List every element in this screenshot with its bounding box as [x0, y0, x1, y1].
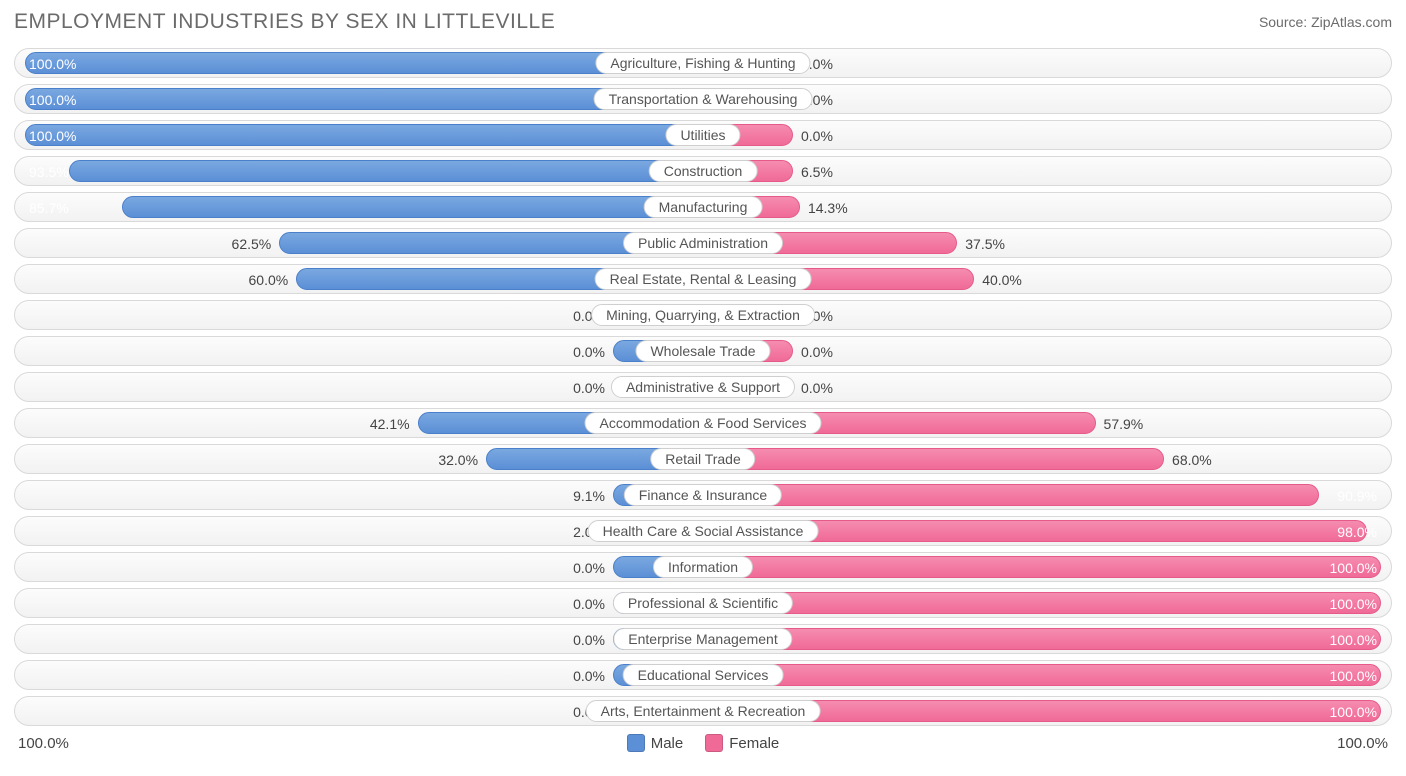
chart-row: 0.0% 100.0% Information	[14, 552, 1392, 582]
category-label: Educational Services	[623, 664, 784, 686]
female-value: 0.0%	[801, 121, 833, 151]
male-value: 85.7%	[29, 193, 69, 223]
axis-left-label: 100.0%	[18, 735, 69, 752]
female-bar	[703, 628, 1381, 650]
chart-row: 60.0% 40.0% Real Estate, Rental & Leasing	[14, 264, 1392, 294]
female-swatch-icon	[705, 734, 723, 752]
male-value: 9.1%	[573, 481, 605, 511]
category-label: Accommodation & Food Services	[585, 412, 822, 434]
chart-row: 0.0%0.0%Mining, Quarrying, & Extraction	[14, 300, 1392, 330]
female-value: 14.3%	[808, 193, 848, 223]
female-bar	[703, 448, 1164, 470]
male-value: 42.1%	[370, 409, 410, 439]
legend: Male Female	[627, 734, 780, 752]
chart-row: 100.0%0.0%Transportation & Warehousing	[14, 84, 1392, 114]
male-value: 32.0%	[438, 445, 478, 475]
female-bar	[703, 592, 1381, 614]
category-label: Agriculture, Fishing & Hunting	[595, 52, 810, 74]
female-value: 68.0%	[1172, 445, 1212, 475]
category-label: Manufacturing	[644, 196, 763, 218]
category-label: Professional & Scientific	[613, 592, 793, 614]
category-label: Real Estate, Rental & Leasing	[595, 268, 812, 290]
chart-source: Source: ZipAtlas.com	[1259, 10, 1392, 30]
chart-row: 42.1% 57.9% Accommodation & Food Services	[14, 408, 1392, 438]
male-value: 0.0%	[573, 625, 605, 655]
legend-male-label: Male	[651, 735, 684, 752]
female-value: 0.0%	[801, 337, 833, 367]
male-bar	[122, 196, 703, 218]
male-value: 0.0%	[573, 337, 605, 367]
chart-footer: 100.0% Male Female 100.0%	[14, 732, 1392, 752]
chart-row: 0.0% 100.0% Enterprise Management	[14, 624, 1392, 654]
chart-rows: 100.0%0.0%Agriculture, Fishing & Hunting…	[14, 48, 1392, 726]
male-value: 62.5%	[232, 229, 272, 259]
male-bar	[69, 160, 703, 182]
female-value: 90.9%	[1337, 481, 1377, 511]
category-label: Arts, Entertainment & Recreation	[586, 700, 821, 722]
category-label: Public Administration	[623, 232, 783, 254]
chart-row: 85.7% 14.3% Manufacturing	[14, 192, 1392, 222]
female-value: 57.9%	[1104, 409, 1144, 439]
chart-row: 100.0% 0.0% Utilities	[14, 120, 1392, 150]
male-value: 0.0%	[573, 589, 605, 619]
chart-row: 9.1% 90.9% Finance & Insurance	[14, 480, 1392, 510]
male-value: 0.0%	[573, 373, 605, 403]
category-label: Retail Trade	[650, 448, 755, 470]
female-value: 100.0%	[1330, 625, 1377, 655]
category-label: Construction	[649, 160, 758, 182]
category-label: Wholesale Trade	[635, 340, 770, 362]
category-label: Utilities	[665, 124, 740, 146]
chart-row: 0.0% 0.0% Administrative & Support	[14, 372, 1392, 402]
female-bar	[703, 664, 1381, 686]
chart-row: 0.0% 100.0% Educational Services	[14, 660, 1392, 690]
female-value: 100.0%	[1330, 661, 1377, 691]
chart-row: 0.0% 100.0% Professional & Scientific	[14, 588, 1392, 618]
category-label: Finance & Insurance	[624, 484, 782, 506]
female-value: 0.0%	[801, 373, 833, 403]
male-bar	[25, 124, 703, 146]
chart-row: 100.0%0.0%Agriculture, Fishing & Hunting	[14, 48, 1392, 78]
chart-row: 32.0% 68.0% Retail Trade	[14, 444, 1392, 474]
category-label: Transportation & Warehousing	[594, 88, 813, 110]
chart-row: 0.0%100.0%Arts, Entertainment & Recreati…	[14, 696, 1392, 726]
male-value: 100.0%	[29, 121, 76, 151]
female-value: 6.5%	[801, 157, 833, 187]
legend-male: Male	[627, 734, 684, 752]
chart-title: EMPLOYMENT INDUSTRIES BY SEX IN LITTLEVI…	[14, 10, 555, 34]
female-bar	[703, 556, 1381, 578]
category-label: Enterprise Management	[613, 628, 792, 650]
legend-female: Female	[705, 734, 779, 752]
male-value: 60.0%	[249, 265, 289, 295]
axis-right-label: 100.0%	[1337, 735, 1388, 752]
female-value: 100.0%	[1330, 589, 1377, 619]
chart-row: 93.5% 6.5% Construction	[14, 156, 1392, 186]
female-value: 98.0%	[1337, 517, 1377, 547]
chart-row: 0.0% 0.0% Wholesale Trade	[14, 336, 1392, 366]
female-value: 40.0%	[982, 265, 1022, 295]
category-label: Mining, Quarrying, & Extraction	[591, 304, 815, 326]
header: EMPLOYMENT INDUSTRIES BY SEX IN LITTLEVI…	[14, 10, 1392, 34]
category-label: Administrative & Support	[611, 376, 795, 398]
male-value: 93.5%	[29, 157, 69, 187]
category-label: Health Care & Social Assistance	[588, 520, 819, 542]
chart-row: 2.0%98.0%Health Care & Social Assistance	[14, 516, 1392, 546]
category-label: Information	[653, 556, 753, 578]
female-bar	[703, 484, 1319, 506]
female-value: 100.0%	[1330, 697, 1377, 727]
male-value: 0.0%	[573, 553, 605, 583]
legend-female-label: Female	[729, 735, 779, 752]
male-value: 100.0%	[29, 85, 76, 115]
chart-row: 62.5% 37.5% Public Administration	[14, 228, 1392, 258]
male-value: 100.0%	[29, 49, 76, 79]
male-swatch-icon	[627, 734, 645, 752]
male-value: 0.0%	[573, 661, 605, 691]
female-value: 100.0%	[1330, 553, 1377, 583]
female-value: 37.5%	[965, 229, 1005, 259]
